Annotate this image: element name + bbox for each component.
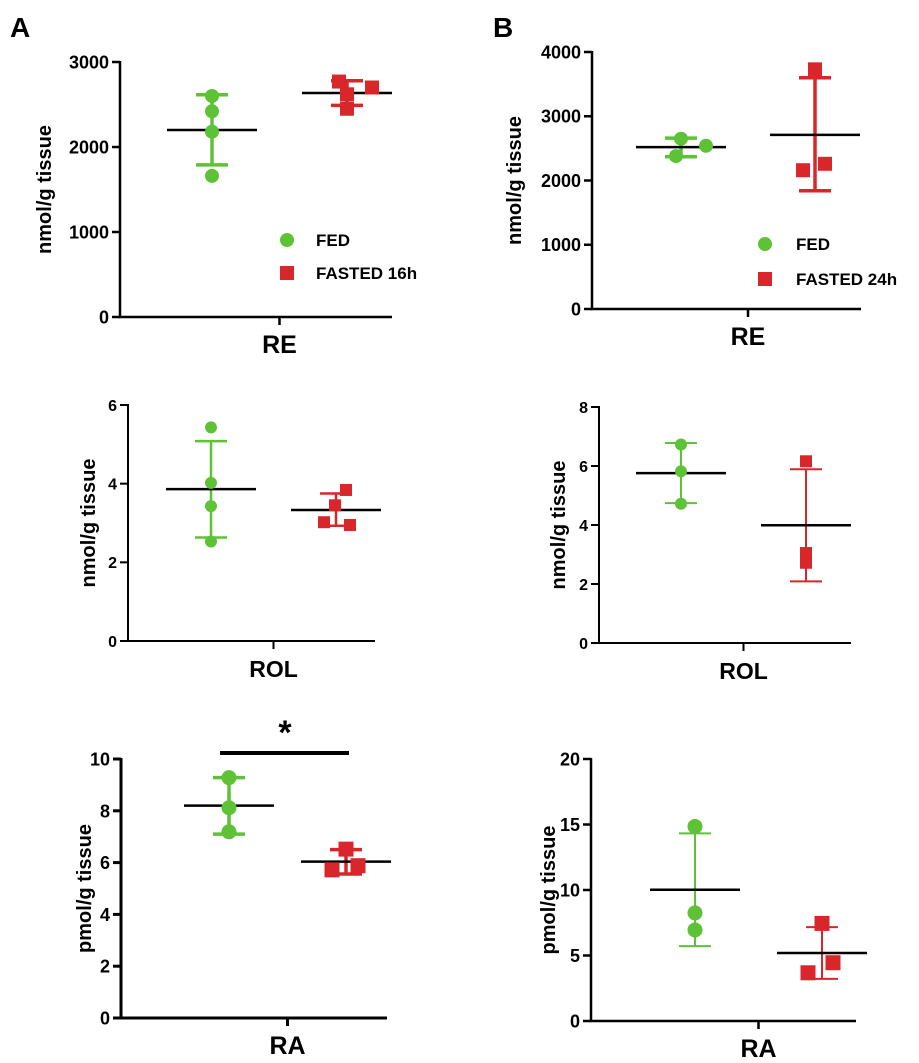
data-point-fasted xyxy=(329,499,341,512)
y-tick-label: 6 xyxy=(100,853,110,873)
y-tick-label: 3000 xyxy=(69,52,109,72)
data-point-fasted xyxy=(800,547,812,560)
y-axis-label: nmol/g tissue xyxy=(34,125,56,254)
y-tick-label: 2000 xyxy=(541,171,581,191)
data-point-fed xyxy=(221,770,237,786)
x-axis-label: RE xyxy=(731,323,766,351)
y-tick-label: 0 xyxy=(100,1008,110,1028)
y-tick-label: 0 xyxy=(571,299,581,319)
legend-marker-fed xyxy=(280,233,294,247)
x-axis-label: RA xyxy=(269,1032,305,1060)
data-point-fed xyxy=(205,89,219,103)
y-axis-label: pmol/g tissue xyxy=(538,826,560,955)
panel-letter: A xyxy=(10,12,30,43)
y-tick-label: 10 xyxy=(90,749,110,769)
y-tick-label: 0 xyxy=(99,307,109,327)
legend-marker-fasted xyxy=(280,266,294,280)
data-point-fed xyxy=(221,800,237,816)
y-tick-label: 6 xyxy=(579,459,588,476)
data-point-fasted xyxy=(332,74,346,89)
data-point-fasted xyxy=(800,556,812,569)
x-axis-label: ROL xyxy=(719,658,768,684)
y-axis-label: pmol/g tissue xyxy=(74,824,96,953)
data-point-fasted xyxy=(808,62,822,77)
y-tick-label: 15 xyxy=(560,815,580,835)
data-point-fed xyxy=(687,922,703,938)
y-tick-label: 5 xyxy=(570,946,580,966)
y-tick-label: 2 xyxy=(100,957,110,977)
y-axis-label: nmol/g tissue xyxy=(78,459,100,588)
data-point-fasted xyxy=(350,858,366,874)
data-point-fasted xyxy=(344,518,356,531)
y-tick-label: 4000 xyxy=(541,42,581,62)
data-point-fed xyxy=(687,905,703,921)
data-point-fasted xyxy=(800,455,812,468)
legend-label-fed: FED xyxy=(796,235,830,254)
y-tick-label: 4 xyxy=(108,476,117,493)
data-point-fed xyxy=(205,124,219,139)
data-point-fed xyxy=(205,535,217,548)
y-axis-label: nmol/g tissue xyxy=(548,461,570,590)
y-tick-label: 2000 xyxy=(69,137,109,157)
data-point-fed xyxy=(205,500,217,513)
data-point-fed xyxy=(675,497,687,510)
legend-label-fasted: FASTED 16h xyxy=(316,264,417,283)
data-point-fasted xyxy=(340,483,352,496)
data-point-fasted xyxy=(318,516,330,529)
panel-letter: B xyxy=(493,12,513,43)
y-tick-label: 20 xyxy=(560,749,580,769)
data-point-fasted xyxy=(340,87,354,102)
y-tick-label: 1000 xyxy=(541,235,581,255)
y-tick-label: 8 xyxy=(100,801,110,821)
y-axis-label: nmol/g tissue xyxy=(504,116,526,245)
data-point-fed xyxy=(205,104,219,119)
y-tick-label: 10 xyxy=(560,880,580,900)
data-point-fed xyxy=(205,168,219,183)
data-point-fasted xyxy=(818,156,832,171)
data-point-fed xyxy=(669,149,683,164)
legend-label-fed: FED xyxy=(316,231,350,250)
data-point-fed xyxy=(675,465,687,478)
y-tick-label: 4 xyxy=(100,905,110,925)
y-tick-label: 4 xyxy=(579,518,588,535)
data-point-fasted xyxy=(340,101,354,116)
legend-marker-fed xyxy=(758,237,772,251)
legend-marker-fasted xyxy=(758,272,772,286)
data-point-fasted xyxy=(338,841,354,857)
y-tick-label: 0 xyxy=(579,636,588,653)
x-axis-label: RE xyxy=(262,331,297,359)
data-point-fed xyxy=(221,824,237,840)
data-point-fed xyxy=(699,138,713,153)
data-point-fed xyxy=(674,131,688,146)
data-point-fed xyxy=(687,818,703,834)
y-tick-label: 1000 xyxy=(69,222,109,242)
y-tick-label: 2 xyxy=(579,577,588,594)
y-tick-label: 0 xyxy=(570,1011,580,1031)
significance-star: * xyxy=(278,714,292,752)
y-tick-label: 6 xyxy=(108,398,117,415)
data-point-fasted xyxy=(814,915,830,931)
data-point-fasted xyxy=(825,955,841,971)
y-tick-label: 8 xyxy=(579,400,588,417)
data-point-fed xyxy=(205,476,217,489)
data-point-fasted xyxy=(796,163,810,178)
data-point-fed xyxy=(205,421,217,434)
data-point-fasted xyxy=(800,965,816,981)
data-point-fasted xyxy=(324,862,340,878)
y-tick-label: 0 xyxy=(108,634,117,651)
x-axis-label: RA xyxy=(740,1035,776,1063)
data-point-fasted xyxy=(365,80,379,95)
x-axis-label: ROL xyxy=(249,656,298,682)
y-tick-label: 2 xyxy=(108,555,117,572)
data-point-fed xyxy=(675,438,687,451)
y-tick-label: 3000 xyxy=(541,107,581,127)
legend-label-fasted: FASTED 24h xyxy=(796,270,897,289)
